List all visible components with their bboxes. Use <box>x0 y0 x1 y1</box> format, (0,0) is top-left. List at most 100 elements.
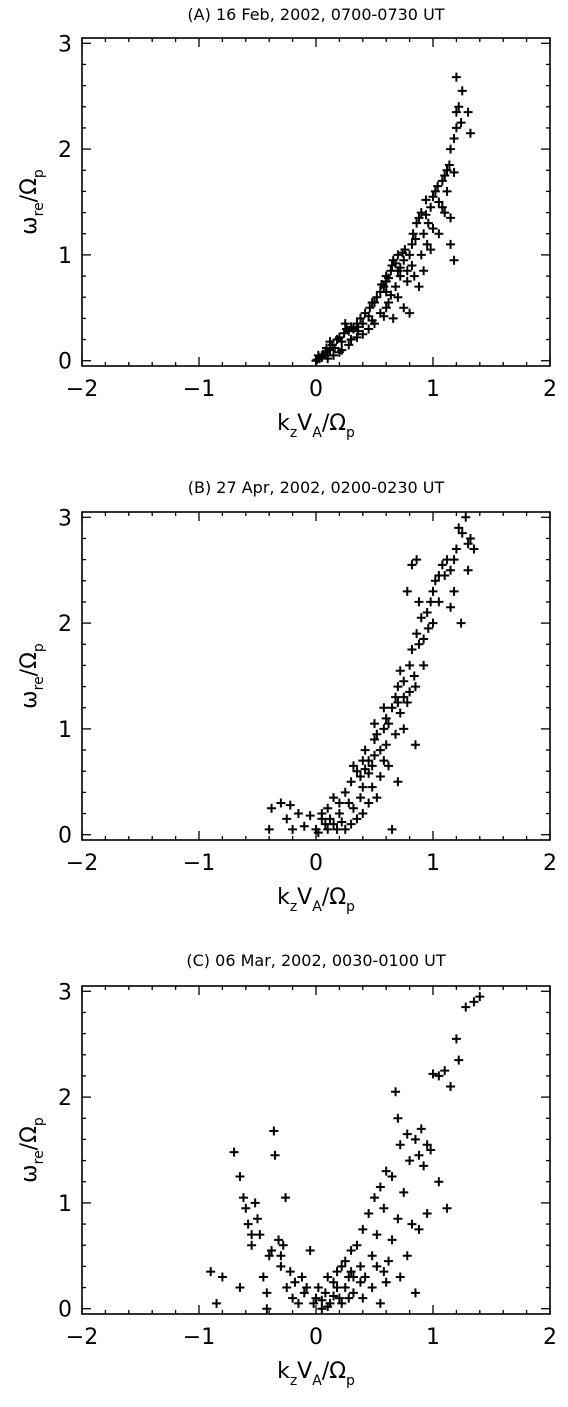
data-point <box>422 1208 432 1218</box>
x-tick-label: −2 <box>66 851 98 876</box>
data-point <box>379 724 389 734</box>
data-point <box>423 218 433 228</box>
data-point <box>358 809 368 819</box>
data-point <box>407 260 417 270</box>
data-point <box>399 1187 409 1197</box>
data-point <box>358 1224 368 1234</box>
data-point <box>395 708 405 718</box>
data-point <box>348 1288 358 1298</box>
data-point <box>332 1283 342 1293</box>
data-point <box>348 803 358 813</box>
data-point <box>344 1293 354 1303</box>
data-point <box>407 560 417 570</box>
data-point <box>434 229 444 239</box>
data-point <box>320 1288 330 1298</box>
data-point <box>375 1298 385 1308</box>
data-point <box>346 1267 356 1277</box>
data-point <box>416 613 426 623</box>
data-point <box>393 777 403 787</box>
data-point <box>407 239 417 249</box>
data-point <box>410 234 420 244</box>
data-point <box>384 273 394 283</box>
data-point <box>416 1124 426 1134</box>
data-point <box>379 1203 389 1213</box>
label-base: k <box>277 1359 290 1384</box>
data-point <box>475 992 485 1002</box>
data-point <box>402 1129 412 1139</box>
x-tick-label: −1 <box>183 851 215 876</box>
data-point <box>410 1288 420 1298</box>
data-point <box>456 618 466 628</box>
data-point <box>243 1219 253 1229</box>
data-point <box>337 817 347 827</box>
data-point <box>247 1230 257 1240</box>
data-point <box>463 107 473 117</box>
data-point <box>370 750 379 760</box>
data-point <box>235 1171 245 1181</box>
data-point <box>440 1066 450 1076</box>
label-base: k <box>277 411 290 436</box>
data-point <box>395 1140 405 1150</box>
data-point <box>409 671 419 681</box>
data-point <box>375 772 385 782</box>
data-point <box>395 666 405 676</box>
data-point <box>451 544 461 554</box>
data-point <box>446 144 456 154</box>
data-point <box>428 192 438 202</box>
data-point <box>421 195 431 205</box>
data-point <box>414 1150 424 1160</box>
data-point <box>423 623 433 633</box>
data-point <box>384 761 394 771</box>
data-point <box>348 324 358 334</box>
data-point <box>293 1298 303 1308</box>
x-axis-label: kzVA/Ωp <box>277 411 355 441</box>
data-point <box>428 223 438 233</box>
y-tick-label: 2 <box>58 612 72 637</box>
data-point <box>387 1235 397 1245</box>
plot-frame <box>81 985 551 1315</box>
label-subscript: z <box>290 425 297 441</box>
data-point <box>412 218 422 228</box>
data-point <box>329 793 339 803</box>
data-point <box>293 809 303 819</box>
data-point <box>446 565 456 575</box>
data-point <box>393 292 403 302</box>
data-point <box>247 1240 257 1250</box>
data-point <box>416 208 426 218</box>
y-axis-label: ωre/Ωp <box>17 169 47 235</box>
x-tick-label: −2 <box>66 1325 98 1350</box>
data-point <box>407 1219 417 1229</box>
data-point <box>360 745 370 755</box>
data-point <box>393 250 403 260</box>
y-axis-label: ωre/Ωp <box>17 1117 47 1183</box>
data-point <box>454 102 464 112</box>
data-point <box>370 719 379 729</box>
data-point <box>340 1283 350 1293</box>
data-point <box>393 266 403 276</box>
data-point <box>375 1182 385 1192</box>
data-point <box>410 740 420 750</box>
x-tick-label: −2 <box>66 377 98 402</box>
chart-title: (A) 16 Feb, 2002, 0700-0730 UT <box>187 5 444 24</box>
data-point <box>267 1246 277 1256</box>
y-tick-label: 1 <box>58 244 72 269</box>
x-tick-label: 1 <box>426 851 440 876</box>
data-point <box>340 319 350 329</box>
x-tick-label: 2 <box>543 851 557 876</box>
data-point <box>399 255 409 265</box>
data-point <box>334 798 344 808</box>
data-point <box>358 329 368 339</box>
chart-title: (B) 27 Apr, 2002, 0200-0230 UT <box>188 478 445 497</box>
data-point <box>217 1272 227 1282</box>
data-point <box>276 1261 286 1271</box>
data-point <box>405 308 415 318</box>
data-point <box>358 782 368 792</box>
data-point <box>340 824 350 834</box>
data-point <box>391 258 401 268</box>
data-point <box>352 332 362 342</box>
data-point <box>399 676 409 686</box>
data-point <box>434 597 444 607</box>
data-point <box>442 186 452 196</box>
data-point <box>313 828 323 838</box>
data-point <box>329 1277 339 1287</box>
